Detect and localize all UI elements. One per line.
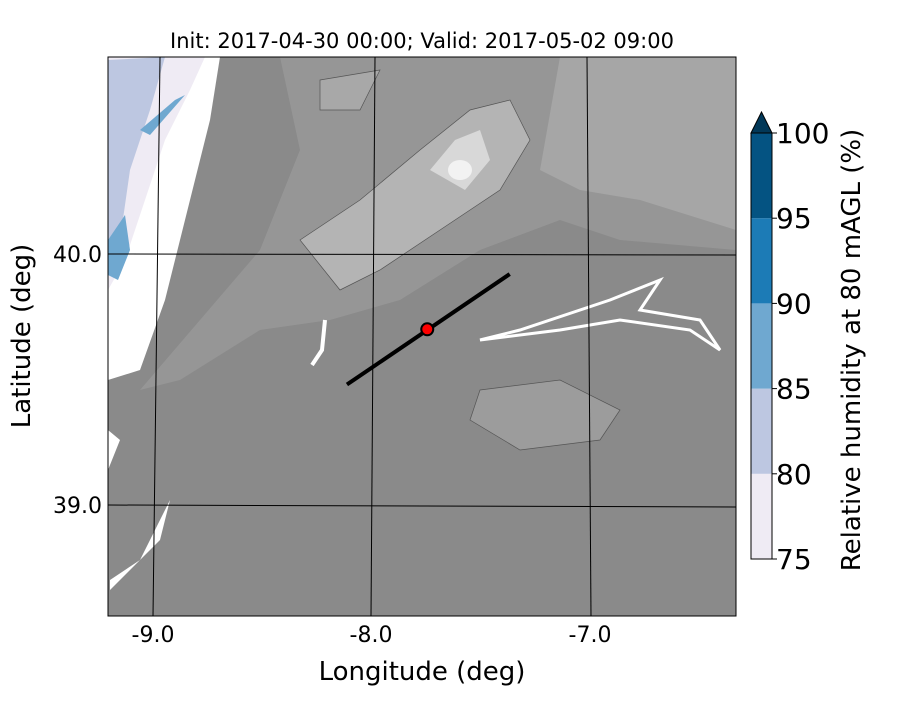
plot-frame (107, 56, 737, 617)
map-area (108, 57, 736, 616)
y-ticks: 40.0 39.0 (53, 243, 102, 519)
y-tick-label: 39.0 (53, 494, 102, 519)
y-tick-label: 40.0 (53, 243, 102, 268)
site-marker (420, 322, 435, 337)
colorbar: 75 80 85 90 95 100 (750, 110, 829, 576)
coast-white (108, 430, 170, 590)
terrain-mid-region (469, 379, 621, 451)
terrain-peak (448, 160, 472, 180)
chart-title: Init: 2017-04-30 00:00; Valid: 2017-05-0… (170, 29, 674, 53)
x-tick-label: -7.0 (569, 623, 612, 648)
colorbar-tick-label: 90 (776, 287, 812, 320)
y-axis-label: Latitude (deg) (7, 244, 37, 429)
x-tick-label: -8.0 (350, 623, 393, 648)
rh-80-85 (108, 57, 165, 270)
x-ticks: -9.0 -8.0 -7.0 (132, 623, 612, 648)
gridlines (108, 57, 736, 616)
river (479, 276, 722, 352)
colorbar-tick-label: 85 (776, 373, 812, 406)
x-tick-label: -9.0 (132, 623, 175, 648)
colorbar-tick-label: 75 (776, 543, 812, 576)
colorbar-segment (751, 303, 772, 389)
terrain-mid-region (319, 69, 381, 111)
colorbar-tick-label: 100 (776, 117, 829, 150)
colorbar-segment (751, 218, 772, 304)
colorbar-frame (750, 132, 773, 560)
terrain-mid-region (540, 57, 736, 230)
rh-85-90 (140, 95, 185, 135)
colorbar-tick-label: 95 (776, 202, 812, 235)
river (310, 319, 327, 367)
colorbar-segment (751, 388, 772, 474)
rh-85-90 (108, 215, 130, 280)
colorbar-segment (751, 473, 772, 559)
colorbar-segment (751, 133, 772, 219)
x-axis-label: Longitude (deg) (319, 657, 526, 687)
colorbar-extend-arrow (750, 110, 773, 134)
colorbar-tick-label: 80 (776, 458, 812, 491)
colorbar-label: Relative humidity at 80 mAGL (%) (837, 129, 867, 571)
